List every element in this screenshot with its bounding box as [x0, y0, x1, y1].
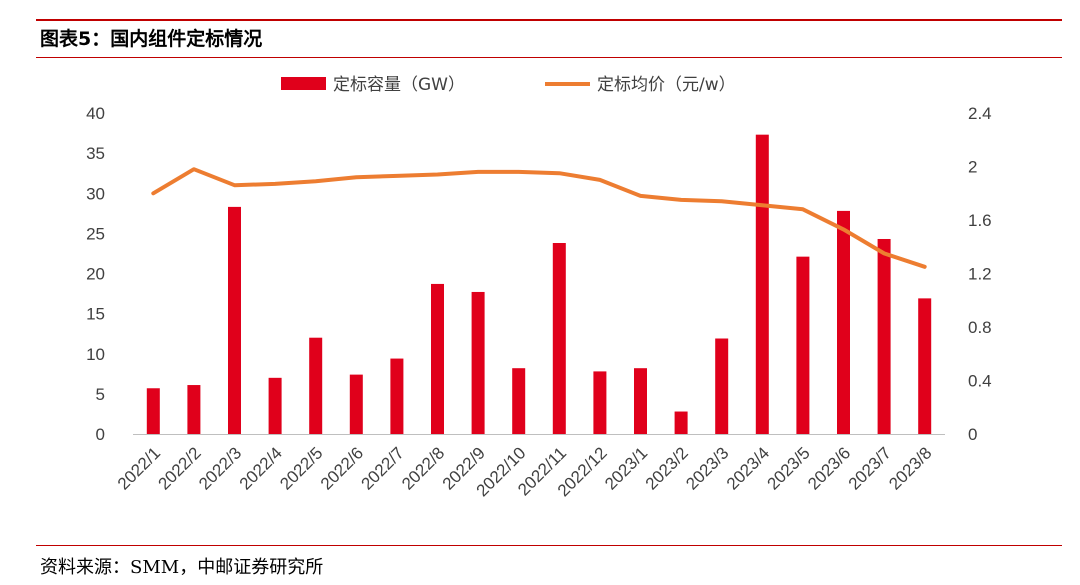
capacity-bar [146, 388, 160, 434]
price-line [151, 167, 927, 269]
right-tick-label: 2.4 [968, 104, 992, 123]
left-tick-label: 20 [86, 265, 105, 284]
x-tick-label: 2023/4 [723, 443, 773, 493]
right-tick-label: 1.6 [968, 211, 992, 230]
capacity-bar [268, 377, 282, 434]
capacity-bar [349, 374, 363, 434]
chart: 定标容量（GW） 定标均价（元/w） 0 5 10 15 20 25 30 35 40 0 0.4… [86, 75, 992, 500]
capacity-bar [674, 411, 688, 434]
left-tick-label: 40 [86, 104, 105, 123]
right-tick-label: 1.2 [968, 265, 992, 284]
capacity-bar [796, 256, 810, 434]
x-tick-label: 2022/1 [114, 443, 164, 493]
legend: 定标容量（GW） 定标均价（元/w） [281, 75, 736, 95]
x-tick-label: 2023/7 [845, 443, 895, 493]
legend-bar-swatch [281, 77, 326, 90]
x-tick-label: 2023/6 [804, 443, 854, 493]
x-tick-label: 2022/4 [236, 443, 286, 493]
x-tick-label: 2022/3 [195, 443, 245, 493]
capacity-bar [431, 283, 444, 434]
capacity-bar [552, 243, 566, 434]
capacity-bar [187, 385, 201, 434]
left-axis: 0 5 10 15 20 25 30 35 40 [86, 104, 105, 444]
x-tick-label: 2022/5 [276, 443, 326, 493]
price-line-series [151, 167, 927, 269]
capacity-bar [512, 368, 526, 434]
legend-line-label: 定标均价（元/w） [597, 75, 736, 95]
x-tick-label: 2023/5 [764, 443, 814, 493]
left-tick-label: 5 [96, 385, 105, 404]
capacity-bar [877, 238, 891, 434]
x-tick-label: 2023/1 [601, 443, 651, 493]
x-tick-label: 2022/6 [317, 443, 367, 493]
capacity-bar [918, 298, 932, 434]
x-tick-label: 2023/8 [885, 443, 935, 493]
left-tick-label: 10 [86, 345, 105, 364]
capacity-bar [309, 337, 323, 434]
right-tick-label: 0.4 [968, 372, 992, 391]
source-note: 资料来源：SMM，中邮证券研究所 [40, 557, 324, 578]
right-tick-label: 0.8 [968, 318, 992, 337]
x-tick-label: 2022/2 [155, 443, 205, 493]
right-tick-label: 0 [968, 425, 977, 444]
right-tick-label: 2 [968, 158, 977, 177]
left-tick-label: 30 [86, 184, 105, 203]
capacity-bar [755, 134, 769, 435]
left-tick-label: 0 [96, 425, 105, 444]
x-tick-label: 2022/7 [358, 443, 408, 493]
capacity-bars [146, 134, 932, 435]
capacity-bar [228, 206, 241, 434]
x-tick-label: 2023/2 [642, 443, 692, 493]
capacity-bar [390, 358, 404, 434]
title-rule [36, 57, 1062, 58]
right-axis: 0 0.4 0.8 1.2 1.6 2 2.4 [968, 104, 992, 444]
bottom-rule [36, 545, 1062, 546]
x-tick-label: 2022/8 [398, 443, 448, 493]
left-tick-label: 25 [86, 224, 105, 243]
figure-title: 图表5：国内组件定标情况 [40, 28, 263, 50]
capacity-bar [634, 368, 647, 434]
left-tick-label: 35 [86, 144, 105, 163]
capacity-bar [593, 371, 607, 434]
capacity-bar [471, 291, 485, 434]
capacity-bar [837, 210, 850, 434]
capacity-bar [715, 338, 729, 434]
x-tick-label: 2023/3 [682, 443, 732, 493]
left-tick-label: 15 [86, 305, 105, 324]
x-tick-labels: 2022/12022/22022/32022/42022/52022/62022… [114, 443, 936, 500]
top-rule [36, 19, 1062, 21]
legend-bar-label: 定标容量（GW） [333, 75, 465, 95]
